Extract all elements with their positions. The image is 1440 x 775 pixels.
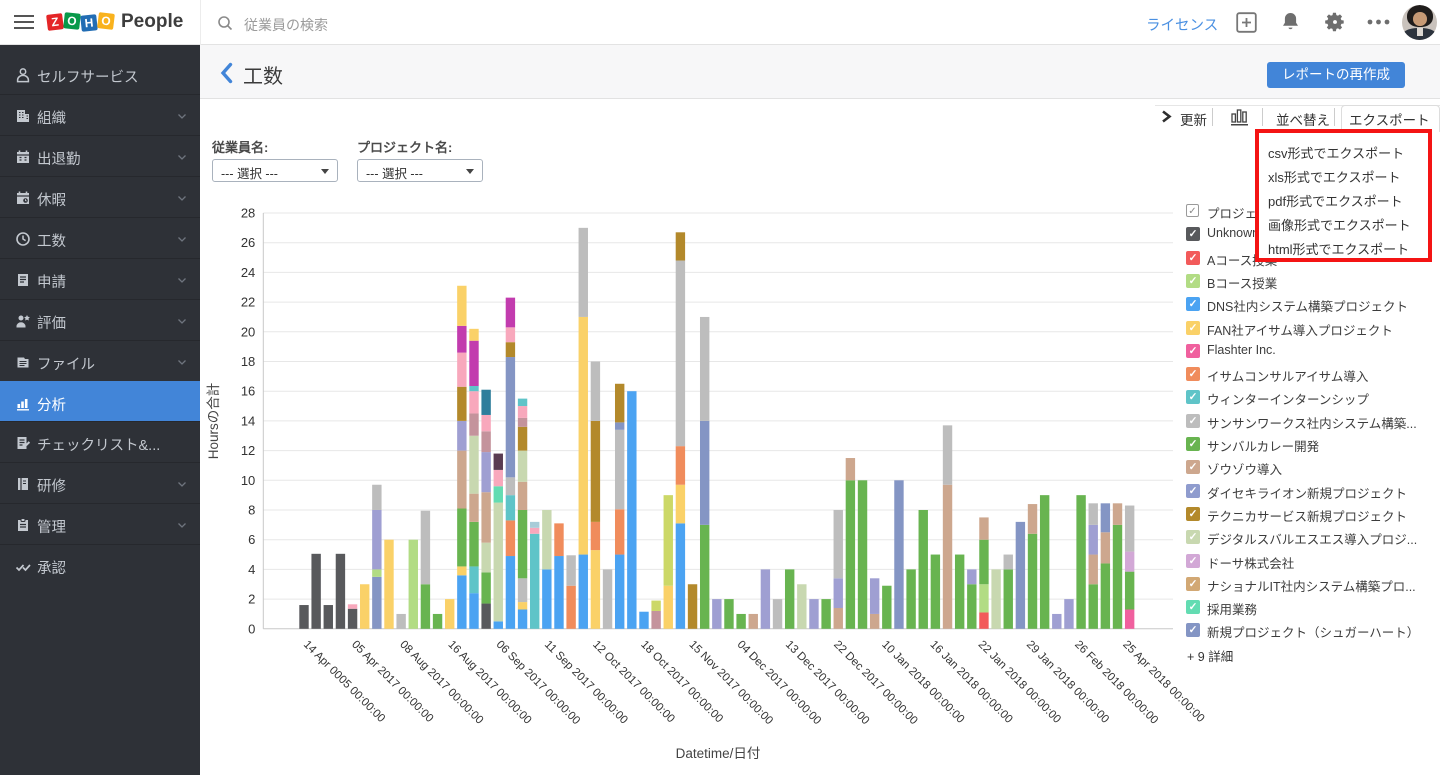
svg-text:22 Dec 2017 00:00:00: 22 Dec 2017 00:00:00	[831, 639, 920, 728]
svg-text:24: 24	[241, 265, 255, 280]
svg-text:6: 6	[248, 532, 255, 547]
svg-text:18 Oct 2017 00:00:00: 18 Oct 2017 00:00:00	[638, 639, 725, 726]
svg-text:05 Apr 2017 00:00:00: 05 Apr 2017 00:00:00	[349, 639, 435, 725]
svg-text:28: 28	[241, 206, 255, 221]
svg-text:06 Sep 2017 00:00:00: 06 Sep 2017 00:00:00	[494, 639, 583, 728]
svg-text:12: 12	[241, 443, 255, 458]
svg-text:16: 16	[241, 384, 255, 399]
svg-text:16 Aug 2017 00:00:00: 16 Aug 2017 00:00:00	[445, 639, 533, 727]
svg-text:14 Apr 0005 00:00:00: 14 Apr 0005 00:00:00	[301, 639, 387, 725]
svg-text:12 Oct 2017 00:00:00: 12 Oct 2017 00:00:00	[590, 639, 677, 726]
svg-text:16 Jan 2018 00:00:00: 16 Jan 2018 00:00:00	[927, 639, 1014, 726]
svg-text:2: 2	[248, 592, 255, 607]
svg-text:10 Jan 2018 00:00:00: 10 Jan 2018 00:00:00	[879, 639, 966, 726]
svg-text:0: 0	[248, 621, 255, 636]
svg-text:08 Aug 2017 00:00:00: 08 Aug 2017 00:00:00	[397, 639, 485, 727]
svg-text:10: 10	[241, 473, 255, 488]
svg-text:Hoursの合計: Hoursの合計	[206, 383, 221, 460]
svg-text:8: 8	[248, 503, 255, 518]
svg-text:14: 14	[241, 413, 255, 428]
svg-text:4: 4	[248, 562, 255, 577]
svg-text:22 Jan 2018 00:00:00: 22 Jan 2018 00:00:00	[976, 639, 1063, 726]
svg-text:26: 26	[241, 235, 255, 250]
svg-text:20: 20	[241, 324, 255, 339]
svg-text:11 Sep 2017 00:00:00: 11 Sep 2017 00:00:00	[542, 639, 630, 727]
svg-text:29 Jan 2018 00:00:00: 29 Jan 2018 00:00:00	[1024, 639, 1111, 726]
svg-text:26 Feb 2018 00:00:00: 26 Feb 2018 00:00:00	[1072, 639, 1160, 727]
svg-text:15 Nov 2017 00:00:00: 15 Nov 2017 00:00:00	[686, 639, 775, 728]
svg-text:18: 18	[241, 354, 255, 369]
svg-text:Datetime/日付: Datetime/日付	[676, 746, 761, 761]
svg-text:13 Dec 2017 00:00:00: 13 Dec 2017 00:00:00	[783, 639, 872, 728]
svg-text:22: 22	[241, 295, 255, 310]
svg-text:04 Dec 2017 00:00:00: 04 Dec 2017 00:00:00	[735, 639, 824, 728]
